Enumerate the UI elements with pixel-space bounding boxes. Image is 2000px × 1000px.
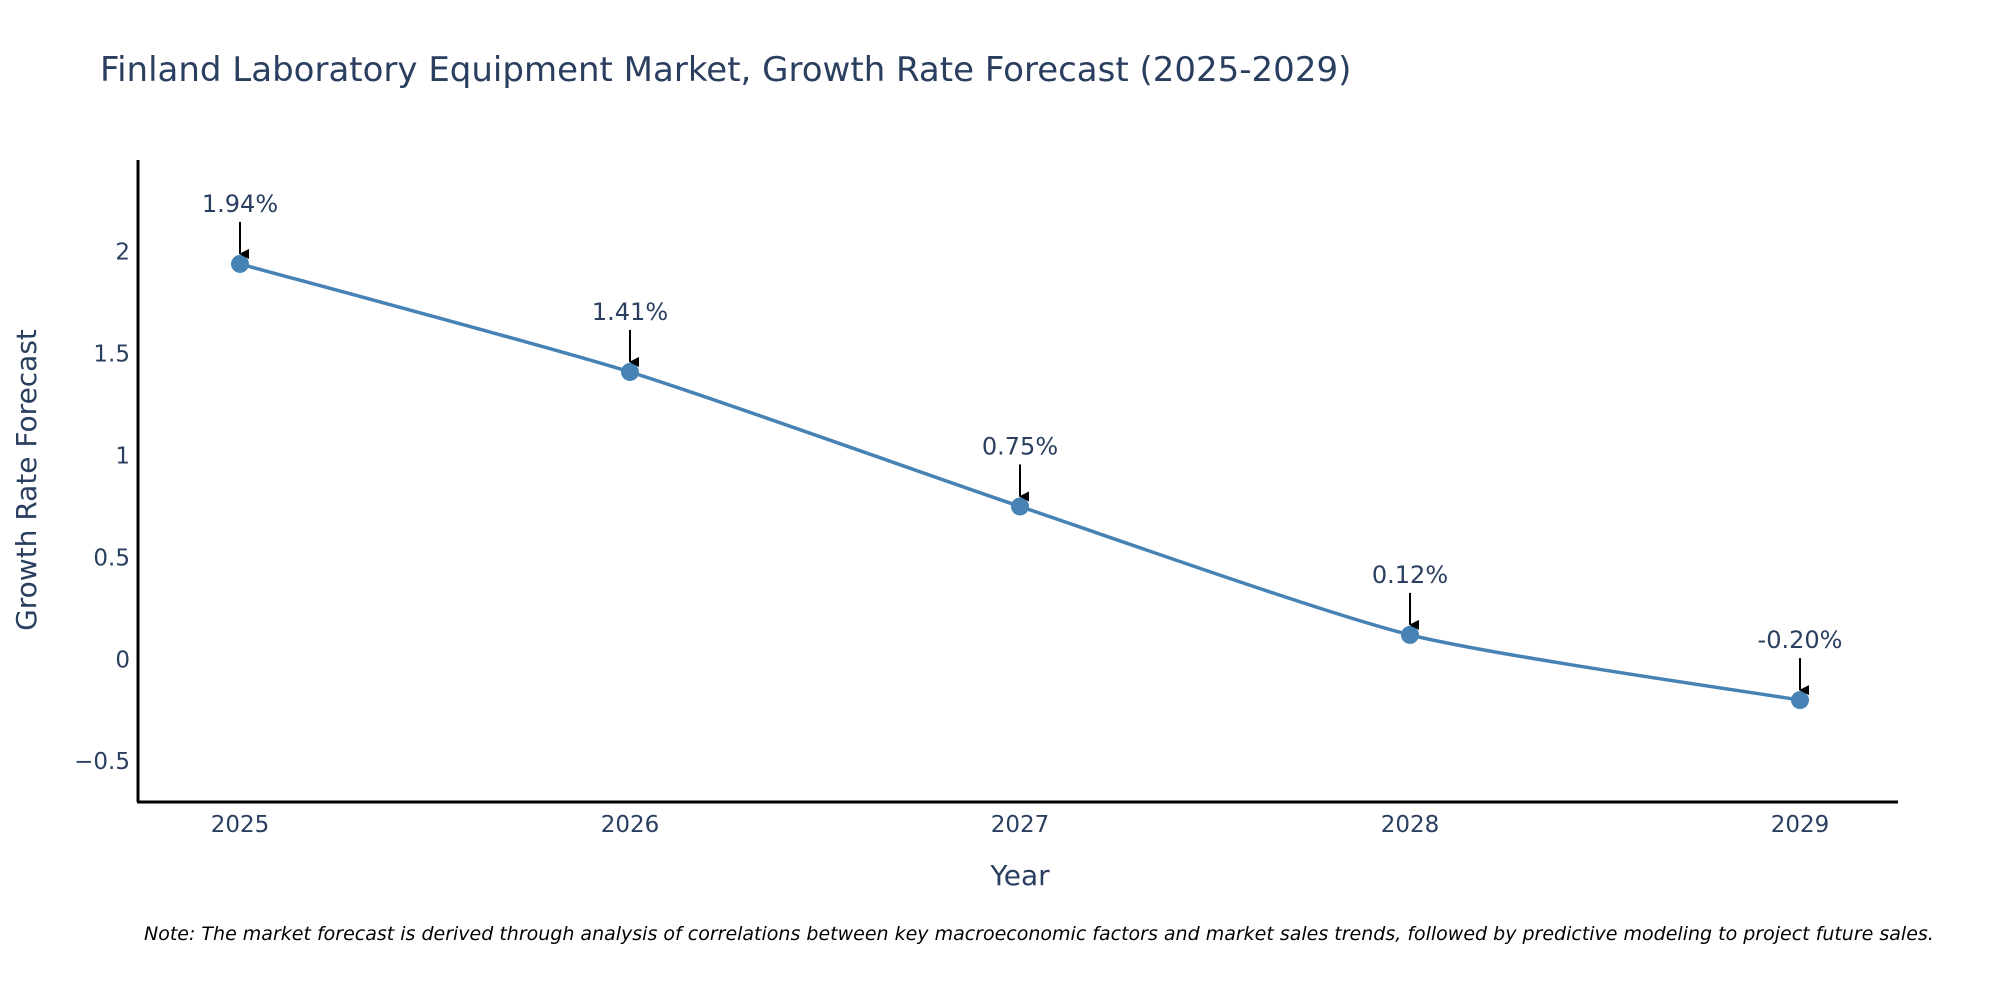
data-label: -0.20% [1758,626,1843,654]
footnote: Note: The market forecast is derived thr… [144,923,1934,945]
data-point [231,254,249,273]
data-annotations: 1.94% 1.41% 0.75% 0.12% -0.20% [202,190,1843,696]
data-point [621,362,639,381]
data-point [1791,691,1809,710]
data-label: 0.12% [1372,561,1448,589]
y-tick-label: 0.5 [93,545,130,571]
x-tick-label: 2028 [1381,812,1440,838]
x-tick-label: 2029 [1771,812,1830,838]
y-tick-label: 2 [115,240,130,266]
data-label: 1.94% [202,190,278,218]
data-label: 1.41% [592,298,668,326]
data-point [1011,497,1029,516]
data-label: 0.75% [982,432,1058,460]
y-tick-label: 0 [115,647,130,673]
chart-title: Finland Laboratory Equipment Market, Gro… [100,50,1351,90]
data-point [1401,625,1419,644]
y-ticks: −0.5 0 0.5 1 1.5 2 [74,240,130,776]
y-tick-label: 1.5 [93,342,130,368]
y-tick-label: 1 [115,444,130,470]
x-tick-label: 2026 [601,812,660,838]
data-markers [231,254,1809,710]
x-ticks: 2025 2026 2027 2028 2029 [211,812,1830,838]
axes [136,160,1898,804]
y-tick-label: −0.5 [74,749,130,775]
x-tick-label: 2027 [991,812,1050,838]
y-axis-title: Growth Rate Forecast [10,329,43,631]
x-tick-label: 2025 [211,812,270,838]
x-axis-title: Year [989,859,1050,892]
